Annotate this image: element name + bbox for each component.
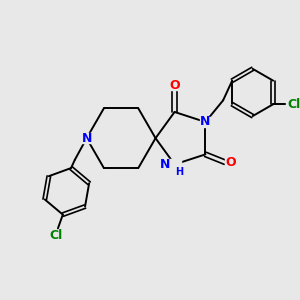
Text: N: N bbox=[81, 132, 92, 145]
Text: H: H bbox=[176, 167, 184, 177]
Text: O: O bbox=[169, 79, 180, 92]
Bar bbox=[164, 160, 182, 169]
Bar bbox=[169, 80, 181, 90]
Text: N: N bbox=[200, 116, 211, 128]
Text: Cl: Cl bbox=[287, 98, 300, 111]
Text: O: O bbox=[226, 156, 236, 169]
Text: N: N bbox=[160, 158, 171, 171]
Bar bbox=[286, 99, 300, 109]
Bar bbox=[81, 133, 92, 143]
Bar bbox=[225, 157, 237, 167]
Bar bbox=[48, 230, 64, 240]
Text: Cl: Cl bbox=[49, 229, 63, 242]
Bar bbox=[200, 117, 211, 127]
